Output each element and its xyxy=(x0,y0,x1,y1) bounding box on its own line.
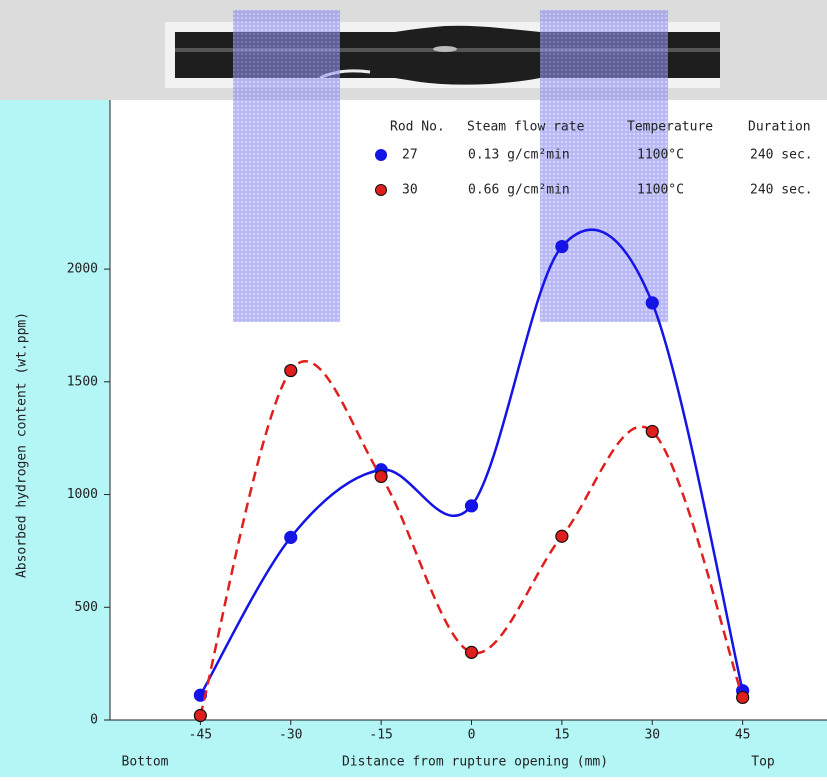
plot-area xyxy=(110,100,827,720)
legend-header: Rod No. xyxy=(390,120,445,135)
series-line xyxy=(199,360,744,716)
x-tick-label: 45 xyxy=(735,728,751,743)
x-tick-label: 0 xyxy=(468,728,476,743)
legend-entry: 27 xyxy=(402,148,418,163)
x-axis-title: Distance from rupture opening (mm) xyxy=(342,755,608,770)
x-tick-label: 15 xyxy=(554,728,570,743)
legend-cell: 240 sec. xyxy=(750,183,813,198)
data-point xyxy=(193,708,207,723)
y-axis-title: Absorbed hydrogen content (wt.ppm) xyxy=(15,312,30,578)
x-end-label: Bottom xyxy=(122,755,169,770)
data-point xyxy=(284,363,298,378)
legend-cell: 0.13 g/cm²min xyxy=(468,148,570,163)
data-point xyxy=(284,530,298,544)
data-point xyxy=(374,469,388,484)
highlight xyxy=(233,10,340,322)
legend-cell: 240 sec. xyxy=(750,148,813,163)
data-point xyxy=(464,499,479,513)
legend-header: Duration xyxy=(748,120,811,135)
legend-cell: 1100°C xyxy=(637,183,684,198)
legend-marker xyxy=(375,184,387,196)
data-point xyxy=(645,424,659,439)
legend-header: Steam flow rate xyxy=(467,120,585,135)
legend-entry: 30 xyxy=(402,183,418,198)
data-point xyxy=(464,645,479,659)
y-tick-label: 1000 xyxy=(67,487,98,502)
data-point xyxy=(736,690,750,705)
x-end-label: Top xyxy=(751,755,775,770)
legend-header: Temperature xyxy=(627,120,713,135)
highlight xyxy=(540,10,668,322)
data-point xyxy=(555,239,569,254)
legend-cell: 0.66 g/cm²min xyxy=(468,183,570,198)
data-point xyxy=(555,529,569,543)
x-tick-label: -15 xyxy=(369,728,392,743)
data-point xyxy=(645,296,659,310)
y-tick-label: 1500 xyxy=(67,374,98,389)
x-tick-label: -30 xyxy=(279,728,302,743)
y-tick-label: 2000 xyxy=(67,262,98,277)
y-tick-label: 500 xyxy=(75,600,98,615)
x-tick-label: 30 xyxy=(644,728,660,743)
legend-cell: 1100°C xyxy=(637,148,684,163)
y-tick-label: 0 xyxy=(90,713,98,728)
x-tick-label: -45 xyxy=(189,728,212,743)
legend-marker xyxy=(375,149,387,161)
